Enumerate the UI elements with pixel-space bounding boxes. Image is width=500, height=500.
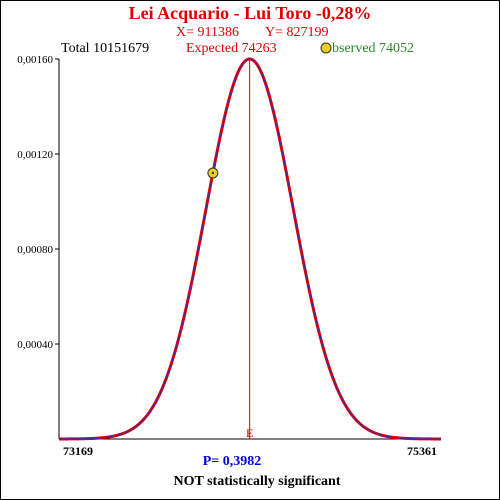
y-tick-label: 0,00120 [17, 149, 53, 161]
significance-text: NOT statistically significant [174, 474, 341, 489]
y-ticks: 0,00040 0,00080 0,00120 0,00160 [17, 54, 59, 351]
y-tick-label: 0,00160 [17, 54, 53, 66]
expected-text: Expected 74263 [186, 41, 277, 56]
y-tick-label: 0,00040 [17, 339, 53, 351]
x-ticks: 73169 75361 [63, 444, 437, 458]
expected-label: E [246, 426, 253, 440]
x-tick-label: 75361 [407, 444, 437, 458]
observed-text: bserved 74052 [332, 41, 414, 56]
x-value-text: X= 911386 [176, 25, 239, 40]
y-tick-label: 0,00080 [17, 244, 53, 256]
chart-title: Lei Acquario - Lui Toro -0,28% [129, 3, 372, 23]
total-text: Total 10151679 [61, 41, 149, 56]
p-value-text: P= 0,3982 [203, 454, 262, 469]
x-tick-label: 73169 [63, 444, 93, 458]
density-curve-inner [59, 58, 442, 440]
observed-point-center [211, 171, 215, 175]
y-value-text: Y= 827199 [265, 25, 329, 40]
observed-legend-marker [320, 42, 332, 54]
